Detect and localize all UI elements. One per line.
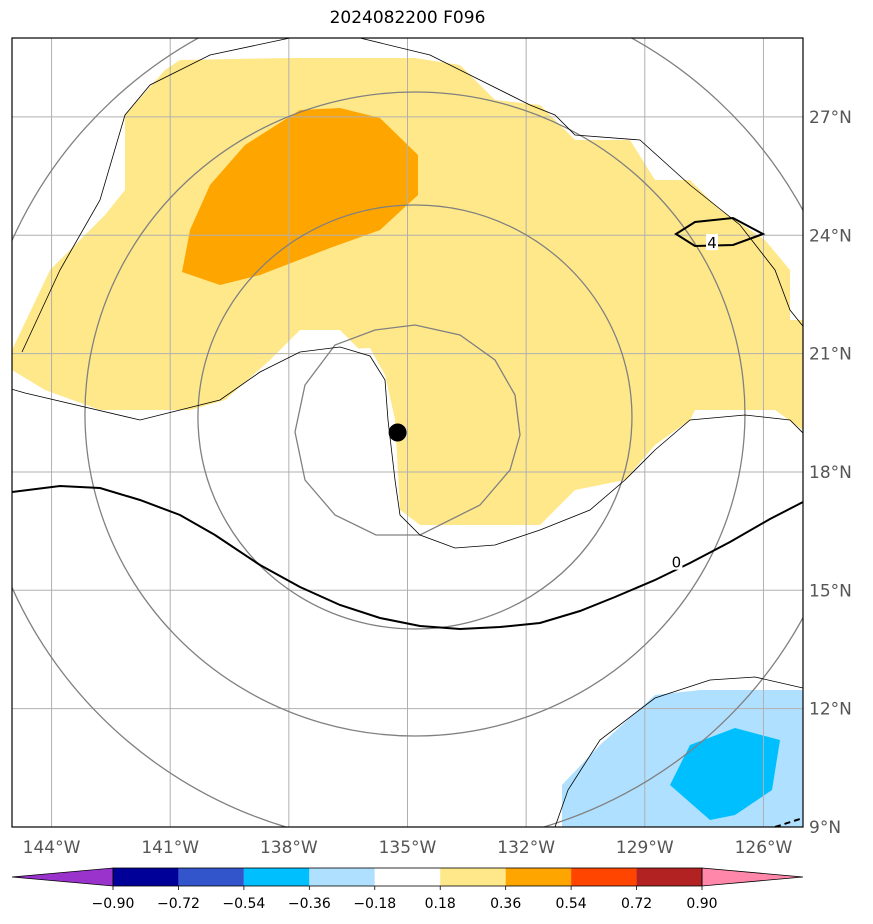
bold-contour-dashed: [774, 817, 803, 827]
map-plot-area: 04: [12, 38, 803, 827]
colorbar-tick-label: −0.90: [92, 896, 135, 912]
colorbar-segment: [374, 868, 441, 886]
longitude-label: 138°W: [260, 838, 318, 858]
anomaly-hole: [300, 348, 420, 525]
map-title: 2024082200 F096: [329, 8, 486, 28]
latitude-label: 9°N: [809, 818, 841, 838]
colorbar-tick-label: 0.54: [556, 896, 587, 912]
colorbar-tick-label: −0.36: [288, 896, 331, 912]
longitude-labels: 144°W 141°W 138°W 135°W 132°W 129°W 126°W: [23, 838, 793, 858]
thin-contour-north: [21, 38, 803, 353]
bold-contour-four: [674, 216, 766, 248]
colorbar-tick-label: 0.18: [425, 896, 456, 912]
colorbar-tick-label: −0.54: [222, 896, 265, 912]
contour-label: 0: [672, 554, 682, 572]
colorbar-labels: −0.90 −0.72 −0.54 −0.36 −0.18 0.18 0.36 0.54 0.7…: [92, 886, 718, 912]
thin-contour-southeast: [554, 676, 803, 827]
contour-labels: 04: [670, 234, 719, 572]
latitude-label: 15°N: [809, 581, 852, 601]
colorbar-segment: [636, 868, 702, 886]
colorbar: [11, 867, 804, 887]
colorbar-segment: [11, 867, 114, 887]
gridlines: [12, 38, 803, 827]
thin-contour-main: [12, 346, 803, 549]
colorbar-tick-label: 0.90: [686, 896, 717, 912]
latitude-label: 21°N: [809, 345, 852, 365]
map-frame: [11, 37, 804, 828]
contour-label: 4: [707, 234, 717, 252]
latitude-label: 12°N: [809, 700, 852, 720]
latitude-label: 18°N: [809, 463, 852, 483]
range-ring-2: [197, 204, 633, 630]
contour-label-bg: [706, 234, 719, 251]
longitude-label: 141°W: [141, 838, 199, 858]
anomaly-fill-blue: [670, 728, 780, 820]
colorbar-segment: [701, 867, 804, 887]
latitude-labels: 9°N 12°N 15°N 18°N 21°N 24°N 27°N: [809, 108, 852, 838]
anomaly-fill-orange: [182, 108, 418, 285]
longitude-label: 126°W: [735, 838, 793, 858]
longitude-label: 135°W: [379, 838, 437, 858]
colorbar-segment: [243, 868, 310, 886]
longitude-label: 132°W: [497, 838, 555, 858]
colorbar-segment: [113, 868, 179, 886]
latitude-label: 27°N: [809, 108, 852, 128]
longitude-label: 144°W: [23, 838, 81, 858]
latitude-label: 24°N: [809, 226, 852, 246]
colorbar-tick-label: −0.72: [157, 896, 200, 912]
colorbar-segment: [440, 868, 506, 886]
colorbar-frame: [112, 867, 703, 887]
range-ring-1: [294, 324, 521, 536]
colorbar-segment: [309, 868, 375, 886]
colorbar-segment: [178, 868, 244, 886]
thin-contours: [12, 38, 803, 827]
colorbar-segment: [571, 868, 637, 886]
colorbar-tick-label: −0.18: [353, 896, 396, 912]
colorbar-tick-label: 0.36: [490, 896, 521, 912]
colorbar-tick-label: 0.72: [621, 896, 652, 912]
storm-center-marker: [388, 423, 407, 442]
range-ring-4: [12, 38, 803, 827]
longitude-label: 129°W: [616, 838, 674, 858]
contour-label-bg: [670, 553, 683, 570]
colorbar-segment: [505, 868, 572, 886]
